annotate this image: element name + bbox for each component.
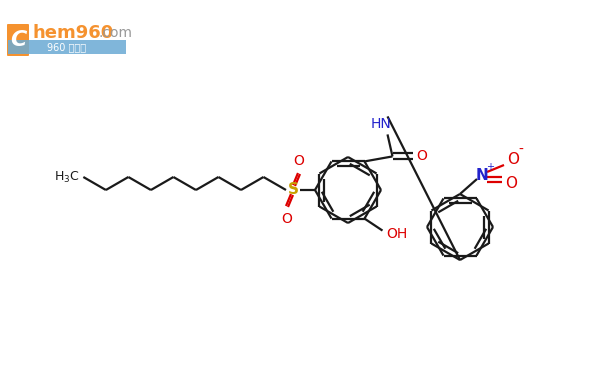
Text: O: O xyxy=(505,177,517,192)
Text: C: C xyxy=(10,30,26,50)
Text: hem960: hem960 xyxy=(33,24,114,42)
Text: HN: HN xyxy=(371,117,392,131)
Text: O: O xyxy=(416,149,427,164)
Text: +: + xyxy=(486,162,494,172)
FancyBboxPatch shape xyxy=(8,40,126,54)
Text: OH: OH xyxy=(386,226,407,241)
Text: H$_3$C: H$_3$C xyxy=(54,170,79,184)
Text: O: O xyxy=(281,212,292,226)
Text: S: S xyxy=(287,183,298,198)
Text: O: O xyxy=(507,153,519,168)
Text: .com: .com xyxy=(98,26,132,40)
Text: N: N xyxy=(476,168,488,183)
Text: -: - xyxy=(518,143,523,157)
Text: O: O xyxy=(293,154,304,168)
FancyBboxPatch shape xyxy=(7,24,29,56)
Text: 960 化工网: 960 化工网 xyxy=(47,42,87,52)
